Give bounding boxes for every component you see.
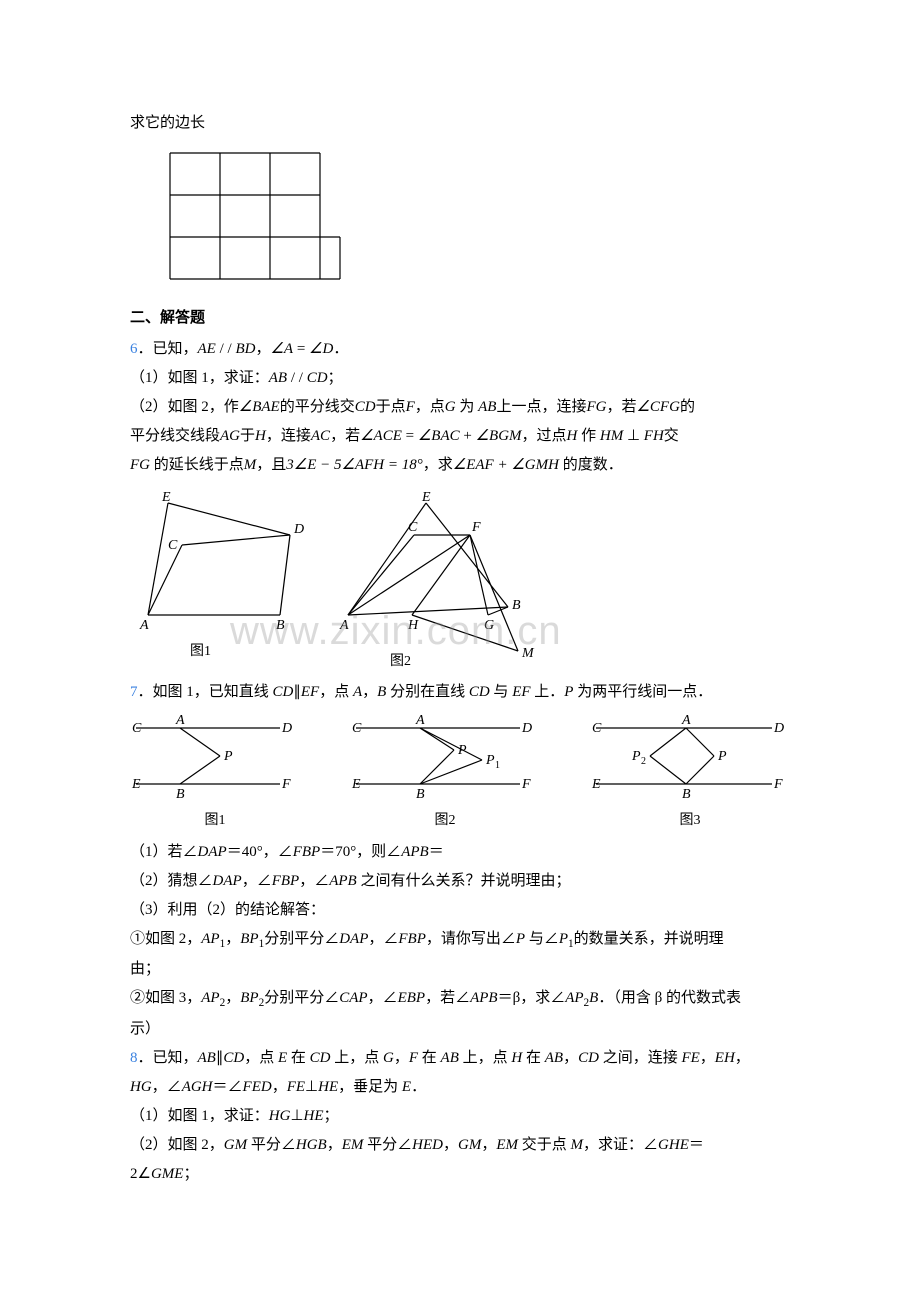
svg-text:1: 1: [495, 760, 500, 771]
svg-text:C: C: [408, 520, 418, 535]
svg-text:P: P: [717, 749, 727, 764]
q7-p5: ②如图 3，AP2，BP2分别平分∠CAP，∠EBP，若∠APB＝β，求∠AP2…: [130, 985, 790, 1013]
svg-text:D: D: [521, 721, 532, 736]
svg-text:A: A: [339, 618, 349, 633]
svg-text:C: C: [132, 721, 142, 736]
q7-p4b: 由；: [130, 956, 790, 983]
svg-text:F: F: [521, 777, 531, 792]
q8-line2: HG，∠AGH＝∠FED，FE⊥HE，垂足为 E．: [130, 1074, 790, 1101]
svg-text:B: B: [176, 787, 185, 802]
grid-figure: [160, 147, 790, 287]
q6-line1: 6．已知，AE / / BD，∠A = ∠D．: [130, 336, 790, 363]
svg-text:E: E: [591, 777, 601, 792]
svg-text:H: H: [407, 618, 419, 633]
svg-text:E: E: [421, 490, 431, 505]
q8-p2: （2）如图 2，GM 平分∠HGB，EM 平分∠HED，GM，EM 交于点 M，…: [130, 1132, 790, 1159]
q7-p3: （3）利用（2）的结论解答：: [130, 897, 790, 924]
q8-p3: 2∠GME；: [130, 1161, 790, 1188]
svg-text:B: B: [512, 598, 521, 613]
q6-p3: 平分线交线段AG于H，连接AC，若∠ACE = ∠BAC + ∠BGM，过点H …: [130, 423, 790, 450]
svg-text:P: P: [457, 743, 467, 758]
svg-text:F: F: [281, 777, 291, 792]
svg-text:图1: 图1: [190, 644, 211, 659]
svg-text:A: A: [175, 713, 185, 728]
svg-text:G: G: [484, 618, 494, 633]
q6-num: 6: [130, 341, 138, 357]
svg-text:A: A: [415, 713, 425, 728]
svg-text:C: C: [592, 721, 602, 736]
q7-fig1: CADEBFP 图1: [130, 712, 300, 833]
section-2-title: 二、解答题: [130, 305, 790, 332]
grid-svg: [160, 147, 350, 287]
q8-num: 8: [130, 1050, 138, 1066]
svg-text:D: D: [281, 721, 292, 736]
svg-text:B: B: [276, 618, 285, 633]
q7-p4: ①如图 2，AP1，BP1分别平分∠DAP，∠FBP，请你写出∠P 与∠P1的数…: [130, 926, 790, 954]
q7-figures: CADEBFP 图1 CADEBFPP1 图2 CADEBFPP2 图3: [130, 712, 790, 833]
svg-text:图2: 图2: [390, 654, 411, 669]
q7-p5b: 示）: [130, 1016, 790, 1043]
q6-p2: （2）如图 2，作∠BAE的平分线交CD于点F，点G 为 AB上一点，连接FG，…: [130, 394, 790, 421]
svg-text:P: P: [485, 753, 495, 768]
q8-line1: 8．已知，AB∥CD，点 E 在 CD 上，点 G，F 在 AB 上，点 H 在…: [130, 1045, 790, 1072]
q7-fig1-svg: C A D E B F P: [130, 712, 300, 806]
q6-figs-svg: EDCAB图1ECFAHGBM图2: [130, 485, 550, 675]
q7-fig2: CADEBFPP1 图2: [350, 712, 540, 833]
svg-text:A: A: [139, 618, 149, 633]
intro-line: 求它的边长: [130, 110, 790, 137]
svg-text:D: D: [773, 721, 784, 736]
q6-p4: FG 的延长线于点M，且3∠E − 5∠AFH = 18°，求∠EAF + ∠G…: [130, 452, 790, 479]
svg-text:B: B: [682, 787, 691, 802]
q6-figures: EDCAB图1ECFAHGBM图2 www.zixin.com.cn: [130, 485, 790, 675]
svg-text:M: M: [521, 646, 535, 661]
svg-text:E: E: [161, 490, 171, 505]
page-content: 求它的边长 二、解答题 6．已知，AE / / BD，∠A = ∠D． （1）如…: [130, 110, 790, 1188]
q7-p2: （2）猜想∠DAP，∠FBP，∠APB 之间有什么关系？并说明理由；: [130, 868, 790, 895]
q7-p1: （1）若∠DAP＝40°，∠FBP＝70°，则∠APB＝: [130, 839, 790, 866]
svg-text:D: D: [293, 522, 304, 537]
q8-p1: （1）如图 1，求证：HG⊥HE；: [130, 1103, 790, 1130]
svg-text:E: E: [131, 777, 141, 792]
svg-text:C: C: [168, 538, 178, 553]
svg-text:A: A: [681, 713, 691, 728]
q7-fig3: CADEBFPP2 图3: [590, 712, 790, 833]
svg-text:E: E: [351, 777, 361, 792]
q6-p1: （1）如图 1，求证：AB / / CD；: [130, 365, 790, 392]
svg-text:F: F: [471, 520, 481, 535]
q7-fig3-svg: CADEBFPP2: [590, 712, 790, 806]
svg-text:C: C: [352, 721, 362, 736]
svg-text:2: 2: [641, 756, 646, 767]
q7-fig2-svg: CADEBFPP1: [350, 712, 540, 806]
q7-line1: 7．如图 1，已知直线 CD∥EF，点 A，B 分别在直线 CD 与 EF 上．…: [130, 679, 790, 706]
svg-text:P: P: [631, 749, 641, 764]
svg-text:B: B: [416, 787, 425, 802]
svg-text:P: P: [223, 749, 233, 764]
svg-text:F: F: [773, 777, 783, 792]
q7-num: 7: [130, 684, 138, 700]
